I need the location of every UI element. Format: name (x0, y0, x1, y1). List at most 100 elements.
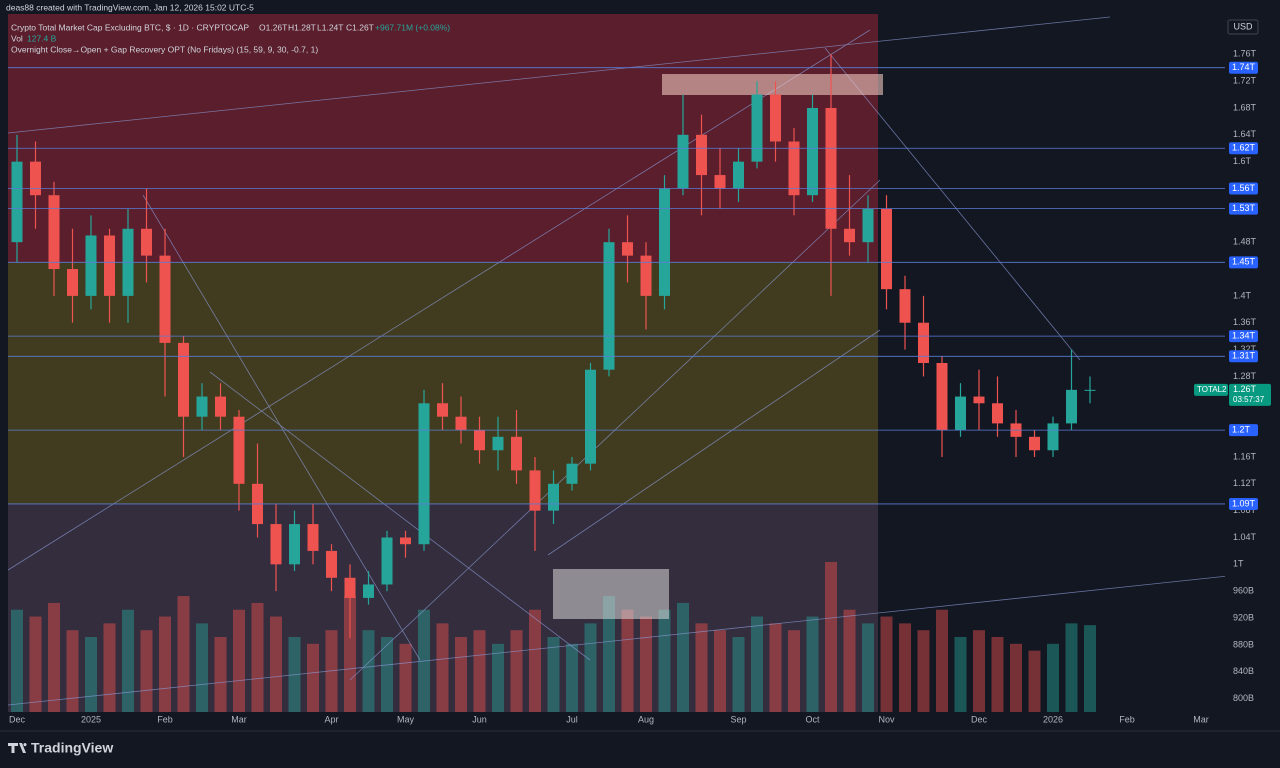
chart-title: Crypto Total Market Cap Excluding BTC, $… (11, 22, 249, 32)
y-tick-label: 1.6T (1233, 156, 1252, 166)
x-tick-label: Feb (1119, 714, 1135, 724)
level-label: 1.53T (1232, 203, 1256, 213)
volume-bar (917, 630, 930, 712)
candle-body (862, 208, 874, 243)
candle-body (640, 255, 652, 296)
candle-body (899, 289, 911, 323)
candle-body (11, 161, 23, 243)
level-tag (1229, 256, 1258, 269)
volume-bar (658, 609, 671, 712)
candle-body (585, 369, 596, 464)
candle-body (400, 537, 411, 545)
highlight-box (662, 74, 883, 95)
candle-body (307, 524, 319, 551)
volume-bar (714, 630, 726, 712)
x-tick-label: Mar (1193, 714, 1209, 724)
volume-bar (584, 623, 597, 712)
y-tick-label: 800B (1233, 693, 1254, 703)
candles (11, 54, 1096, 639)
volume-bar (177, 596, 190, 712)
volume-bar (29, 616, 42, 712)
candle-body (677, 134, 689, 189)
candle-body (529, 470, 541, 511)
candle-body (85, 235, 97, 296)
y-tick-label: 1.28T (1233, 371, 1257, 381)
volume-bar (732, 637, 745, 712)
x-tick-label: Sep (730, 714, 746, 724)
volume-bar (603, 596, 615, 712)
candle-body (48, 195, 60, 270)
candle-body (233, 416, 245, 484)
currency-box[interactable] (1227, 19, 1259, 35)
candle-body (1066, 389, 1077, 424)
y-tick-label: 1.36T (1233, 317, 1257, 327)
volume-bar (566, 643, 578, 712)
trendline (7, 575, 1229, 706)
level-tag (1229, 497, 1258, 510)
volume-bar (492, 643, 504, 712)
x-tick-label: Feb (157, 714, 173, 724)
volume-bar (362, 630, 375, 712)
x-tick-label: Jun (472, 714, 487, 724)
volume-bar (196, 623, 208, 712)
level-tag (1229, 330, 1258, 343)
candle-body (104, 235, 115, 296)
currency[interactable]: USD (1233, 21, 1253, 31)
volume-bar (547, 637, 560, 712)
volume-bar (677, 602, 689, 712)
volume-bar (455, 637, 467, 712)
volume-bar (1084, 625, 1096, 712)
volume-bar (85, 637, 97, 712)
level-tag (1229, 61, 1258, 74)
price-tag-name: TOTAL2 (1197, 385, 1227, 394)
candle-body (159, 255, 171, 343)
x-tick-label: Oct (805, 714, 820, 724)
x-tick-label: Dec (971, 714, 988, 724)
y-tick-label: 1.72T (1233, 75, 1257, 85)
ohlc-value: C1.26T (346, 22, 374, 32)
volume-bar (1047, 643, 1059, 712)
x-tick-label: Mar (231, 714, 247, 724)
volume-bar (806, 616, 819, 712)
ohlc-value: O1.26T (259, 22, 287, 32)
volume-bar (510, 630, 523, 712)
trendline (547, 329, 881, 556)
level-label: 1.2T (1232, 424, 1251, 434)
brand: TradingView (31, 740, 113, 756)
volume-bar (529, 609, 541, 712)
candle-body (30, 161, 41, 196)
volume-bar (862, 623, 874, 712)
y-tick-label: 1.32T (1233, 344, 1257, 354)
volume-bar (751, 616, 763, 712)
y-tick-label: 920B (1233, 612, 1254, 622)
x-tick-label: Jul (566, 714, 578, 724)
volume-bar (936, 609, 948, 712)
level-tag (1229, 202, 1258, 215)
candle-body (381, 537, 393, 585)
volume-bar (769, 623, 782, 712)
x-tick-label: 2026 (1043, 714, 1063, 724)
y-tick-label: 1.12T (1233, 478, 1257, 488)
candle-body (788, 141, 800, 196)
candle-body (733, 161, 744, 189)
y-tick-label: 840B (1233, 666, 1254, 676)
volume-bar (381, 637, 393, 712)
volume-bar (122, 609, 134, 712)
price-axis (1225, 14, 1280, 712)
zones (8, 14, 878, 712)
volume-bar (270, 616, 282, 712)
candle-body (437, 403, 448, 417)
level-label: 1.45T (1232, 257, 1256, 267)
candle-body (344, 577, 356, 598)
level-tag (1229, 182, 1258, 195)
candle-body (178, 342, 189, 417)
volume-bar (103, 623, 116, 712)
indicator: Overnight Close→Open + Gap Recovery OPT … (11, 44, 318, 54)
candle-body (881, 208, 892, 290)
candle-body (751, 94, 763, 162)
volume-bar (307, 643, 319, 712)
candle-body (363, 584, 374, 598)
candle-body (511, 436, 522, 471)
volume-label: Vol (11, 33, 23, 43)
